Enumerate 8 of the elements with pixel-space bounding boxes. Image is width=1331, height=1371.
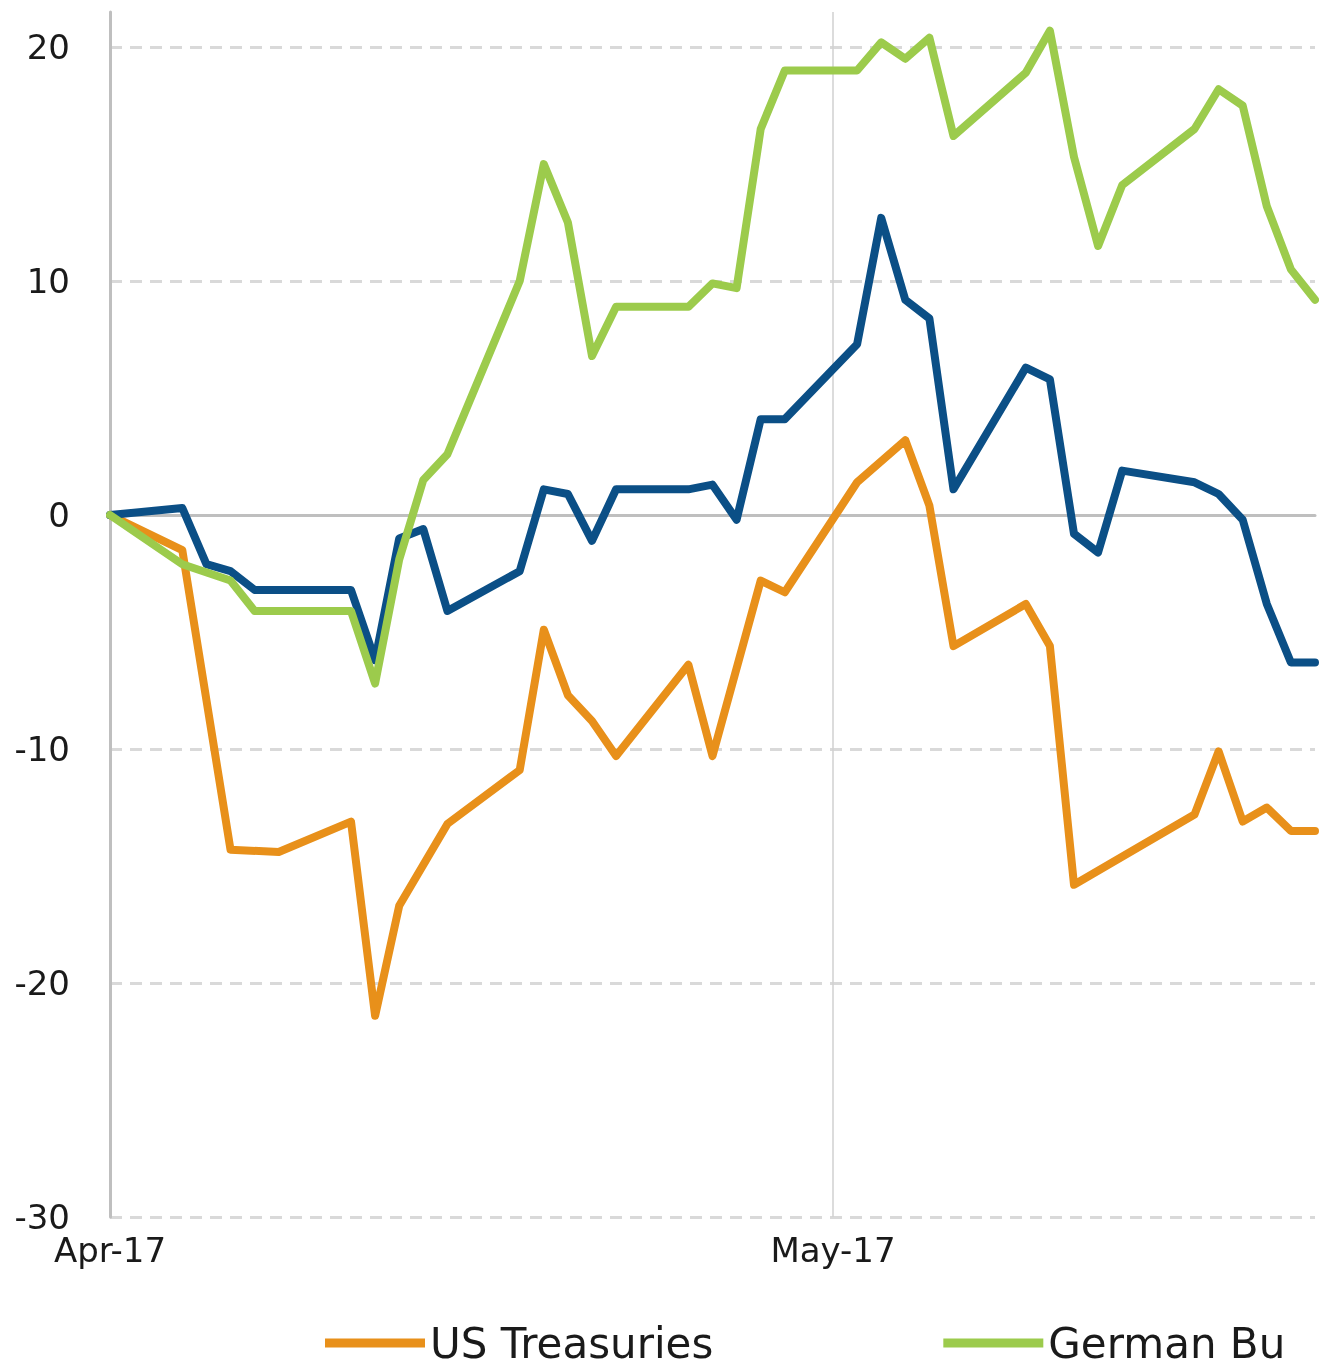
legend-label: German Bu — [1048, 1318, 1286, 1368]
y-tick-label: 20 — [26, 27, 70, 68]
y-tick-label: 0 — [48, 495, 70, 536]
x-tick-label: May-17 — [770, 1230, 896, 1270]
y-tick-label: -20 — [14, 963, 70, 1004]
legend-label: US Treasuries — [430, 1318, 714, 1368]
y-tick-label: 10 — [26, 261, 70, 302]
y-tick-label: -10 — [14, 729, 70, 770]
